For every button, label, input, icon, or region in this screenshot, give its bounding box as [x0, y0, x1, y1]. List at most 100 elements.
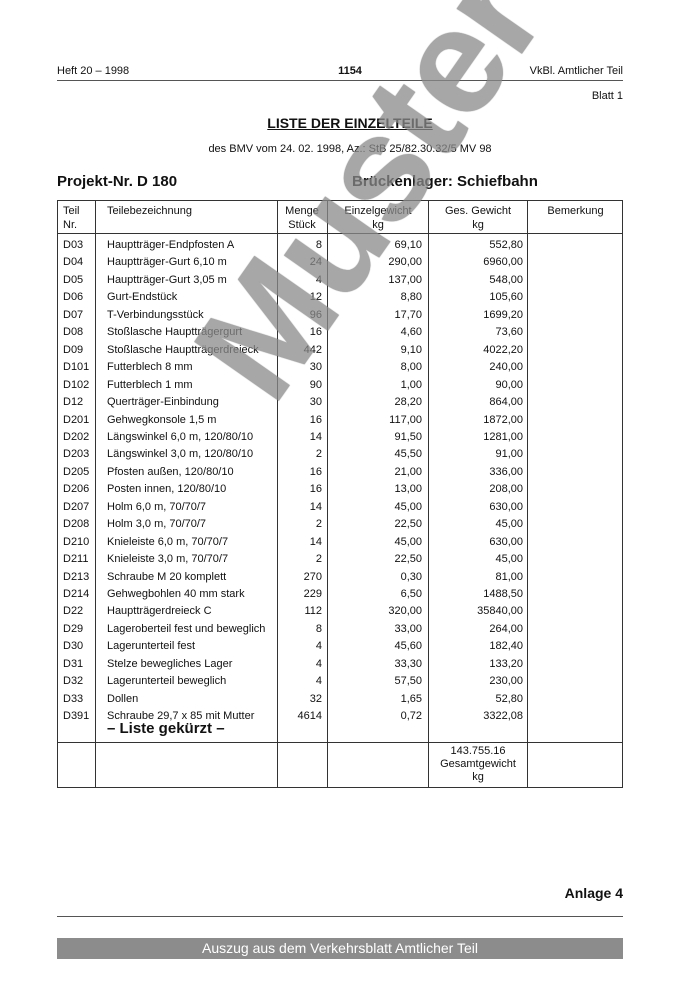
quantity: 112 [304, 605, 322, 618]
unit-weight: 1,65 [400, 692, 422, 705]
unit-weight: 45,00 [394, 500, 422, 513]
total-row-weight: 240,00 [489, 361, 523, 374]
unit-weight: 0,30 [400, 570, 422, 583]
unit-weight: 17,70 [394, 308, 422, 321]
unit-weight: 8,00 [400, 361, 422, 374]
table-row: D22 Hauptträgerdreieck C 112 320,00 35840,00 [57, 603, 623, 620]
list-shortened-note: – Liste gekürzt – [107, 720, 225, 737]
total-row-weight: 81,00 [495, 570, 523, 583]
part-name: Gehwegkonsole 1,5 m [107, 413, 217, 426]
part-name: Dollen [107, 692, 139, 705]
total-row-weight: 552,80 [489, 239, 523, 251]
part-number: D22 [63, 605, 84, 618]
total-row-weight: 45,00 [495, 553, 523, 566]
total-row-weight: 91,00 [495, 448, 523, 461]
quantity: 16 [309, 326, 322, 339]
quantity: 14 [309, 535, 322, 548]
quantity: 229 [303, 588, 322, 600]
unit-weight: 1,00 [400, 378, 422, 391]
part-name: Stelze bewegliches Lager [107, 657, 233, 670]
part-name: Lagerunterteil beweglich [107, 675, 227, 688]
total-row-weight: 230,00 [489, 675, 523, 688]
table-row: D05 Hauptträger-Gurt 3,05 m 4 137,00 548,00 [57, 272, 623, 289]
part-name: Gehwegbohlen 40 mm stark [107, 588, 245, 600]
publication-label: VkBl. Amtlicher Teil [529, 65, 623, 77]
unit-weight: 91,50 [394, 430, 422, 443]
unit-weight: 69,10 [394, 239, 422, 251]
project-subject: Brückenlager: Schiefbahn [352, 173, 538, 190]
table-row: D207 Holm 6,0 m, 70/70/7 14 45,00 630,00 [57, 499, 623, 516]
part-name: Lageroberteil fest und beweglich [107, 622, 266, 635]
part-number: D102 [63, 378, 90, 391]
part-number: D201 [63, 413, 90, 426]
part-name: Lagerunterteil fest [107, 640, 196, 653]
total-row-weight: 90,00 [495, 378, 523, 391]
unit-weight: 45,60 [394, 640, 422, 653]
part-number: D09 [63, 343, 84, 356]
quantity: 30 [309, 396, 322, 409]
parts-table: Teil Nr. Teilebezeichnung Menge Stück Einz… [57, 200, 623, 788]
part-name: T-Verbindungsstück [107, 308, 204, 321]
quantity: 90 [309, 378, 322, 391]
part-name: Knieleiste 6,0 m, 70/70/7 [107, 535, 229, 548]
table-row: D206 Posten innen, 120/80/10 16 13,00 208,00 [57, 481, 623, 498]
total-value: 143.755.16 [450, 745, 506, 757]
quantity: 2 [315, 553, 322, 566]
total-row-weight: 182,40 [489, 640, 523, 653]
quantity: 16 [309, 483, 322, 496]
total-row-weight: 208,00 [489, 483, 523, 496]
total-unit: kg [472, 771, 484, 783]
unit-weight: 0,72 [400, 710, 422, 723]
unit-weight: 117,00 [389, 413, 422, 426]
total-weight: 143.755.16 Gesamtgewicht kg [428, 745, 528, 784]
table-row: D12 Querträger-Einbindung 30 28,20 864,00 [57, 394, 623, 411]
table-row: D201 Gehwegkonsole 1,5 m 16 117,00 1872,00 [57, 412, 623, 429]
part-number: D391 [63, 710, 90, 723]
page-number: 1154 [338, 65, 362, 77]
unit-weight: 8,80 [400, 291, 422, 304]
part-name: Querträger-Einbindung [107, 396, 219, 409]
quantity: 14 [309, 500, 322, 513]
part-number: D05 [63, 273, 84, 286]
issue-label: Heft 20 – 1998 [57, 65, 130, 77]
part-name: Knieleiste 3,0 m, 70/70/7 [107, 553, 229, 566]
header-bemerkung: Bemerkung [547, 205, 604, 217]
header-divider [57, 80, 623, 81]
part-name: Hauptträgerdreieck C [107, 605, 212, 618]
total-row-weight: 73,60 [495, 326, 523, 339]
title-text: LISTE DER EINZELTEILE [267, 115, 433, 131]
part-number: D208 [63, 518, 90, 531]
total-row-weight: 1872,00 [483, 413, 523, 426]
part-number: D213 [63, 570, 90, 583]
part-name: Pfosten außen, 120/80/10 [107, 465, 234, 478]
table-row: D211 Knieleiste 3,0 m, 70/70/7 2 22,50 45,00 [57, 551, 623, 568]
header-name: Teilebezeichnung [107, 205, 193, 217]
part-number: D202 [63, 430, 90, 443]
part-number: D205 [63, 465, 90, 478]
quantity: 30 [309, 361, 322, 374]
part-number: D32 [63, 675, 84, 688]
part-number: D31 [63, 657, 84, 670]
quantity: 24 [309, 256, 322, 269]
total-row-weight: 35840,00 [477, 605, 523, 618]
unit-weight: 13,00 [394, 483, 422, 496]
total-row-weight: 1699,20 [483, 308, 523, 321]
part-number: D30 [63, 640, 84, 653]
part-number: D214 [63, 588, 90, 600]
unit-weight: 28,20 [394, 396, 422, 409]
table-row: D04 Hauptträger-Gurt 6,10 m 24 290,00 6960,0… [57, 254, 623, 271]
part-number: D03 [63, 239, 84, 251]
header-gesamtgewicht: Ges. Gewicht kg [444, 205, 512, 231]
unit-weight: 22,50 [394, 553, 422, 566]
header-menge: Menge Stück [285, 205, 319, 231]
part-number: D07 [63, 308, 84, 321]
table-row: D203 Längswinkel 3,0 m, 120/80/10 2 45,50 91… [57, 446, 623, 463]
total-row-weight: 105,60 [489, 291, 523, 304]
part-name: Hauptträger-Gurt 3,05 m [107, 273, 227, 286]
unit-weight: 45,00 [394, 535, 422, 548]
table-row: D205 Pfosten außen, 120/80/10 16 21,00 336,0… [57, 464, 623, 481]
part-name: Gurt-Endstück [107, 291, 178, 304]
part-name: Hauptträger-Endpfosten A [107, 239, 235, 251]
unit-weight: 33,30 [394, 657, 422, 670]
part-name: Hauptträger-Gurt 6,10 m [107, 256, 227, 269]
